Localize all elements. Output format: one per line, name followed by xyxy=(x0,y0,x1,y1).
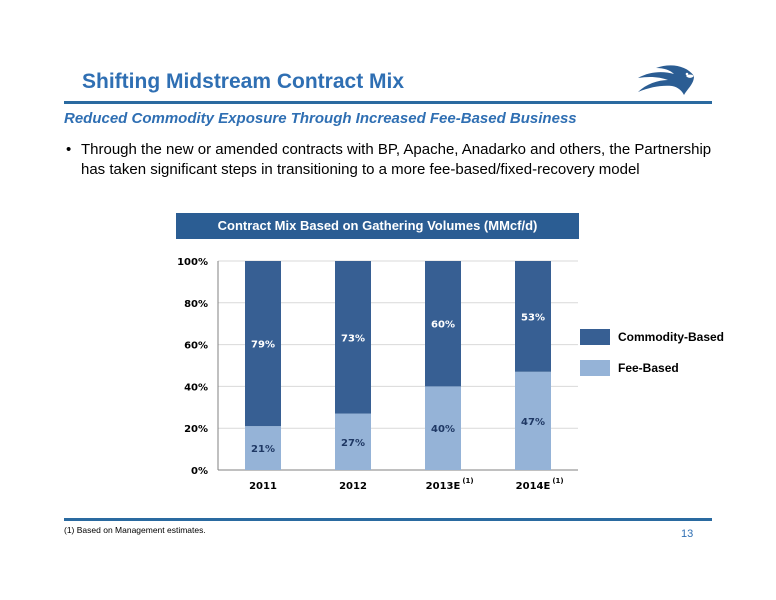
data-label: 53% xyxy=(521,312,545,323)
bullet-point: • Through the new or amended contracts w… xyxy=(64,140,724,180)
data-label: 27% xyxy=(341,438,365,449)
bullet-text: Through the new or amended contracts wit… xyxy=(81,141,712,178)
legend-swatch xyxy=(580,329,610,345)
data-label: 79% xyxy=(251,340,275,351)
bar-segment xyxy=(335,261,371,414)
bar-segment xyxy=(245,426,281,470)
page-title: Shifting Midstream Contract Mix xyxy=(82,70,405,93)
legend-swatch xyxy=(580,360,610,376)
bar-segment xyxy=(335,413,371,470)
legend-label: Fee-Based xyxy=(618,361,679,375)
bar-segment xyxy=(425,386,461,470)
data-label: 40% xyxy=(431,424,455,435)
data-label: 47% xyxy=(521,417,545,428)
legend-label: Commodity-Based xyxy=(618,330,725,344)
page-number: 13 xyxy=(681,528,694,540)
data-label: 60% xyxy=(431,320,455,331)
x-tick-label: 2012 xyxy=(339,481,367,492)
bar-segment xyxy=(425,261,461,387)
header-rule xyxy=(64,101,712,104)
x-tick-footnote: (1) xyxy=(462,477,473,485)
chart-header: Contract Mix Based on Gathering Volumes … xyxy=(176,213,579,239)
footnote: (1) Based on Management estimates. xyxy=(64,525,206,535)
x-tick-label: 2014E xyxy=(516,481,551,492)
x-tick-label: 2011 xyxy=(249,481,277,492)
footer-rule xyxy=(64,518,712,521)
y-tick-label: 100% xyxy=(177,257,208,268)
y-tick-label: 40% xyxy=(184,382,208,393)
contract-mix-chart: 0% 20% 40% 60% 80% 100% 21% 79% 2011 27% 73% 2012 40… xyxy=(177,257,578,492)
bar-segment xyxy=(515,371,551,470)
x-tick-label: 2013E xyxy=(426,481,461,492)
page-subtitle: Reduced Commodity Exposure Through Incre… xyxy=(64,110,577,127)
y-tick-label: 0% xyxy=(191,466,208,477)
bullet-marker: • xyxy=(66,141,72,158)
bar-segment xyxy=(515,261,551,372)
bar-segment xyxy=(245,261,281,427)
y-tick-label: 80% xyxy=(184,299,208,310)
data-label: 21% xyxy=(251,444,275,455)
y-tick-label: 20% xyxy=(184,424,208,435)
eagle-head-icon xyxy=(638,65,694,95)
y-tick-label: 60% xyxy=(184,341,208,352)
data-label: 73% xyxy=(341,333,365,344)
x-tick-footnote: (1) xyxy=(552,477,563,485)
